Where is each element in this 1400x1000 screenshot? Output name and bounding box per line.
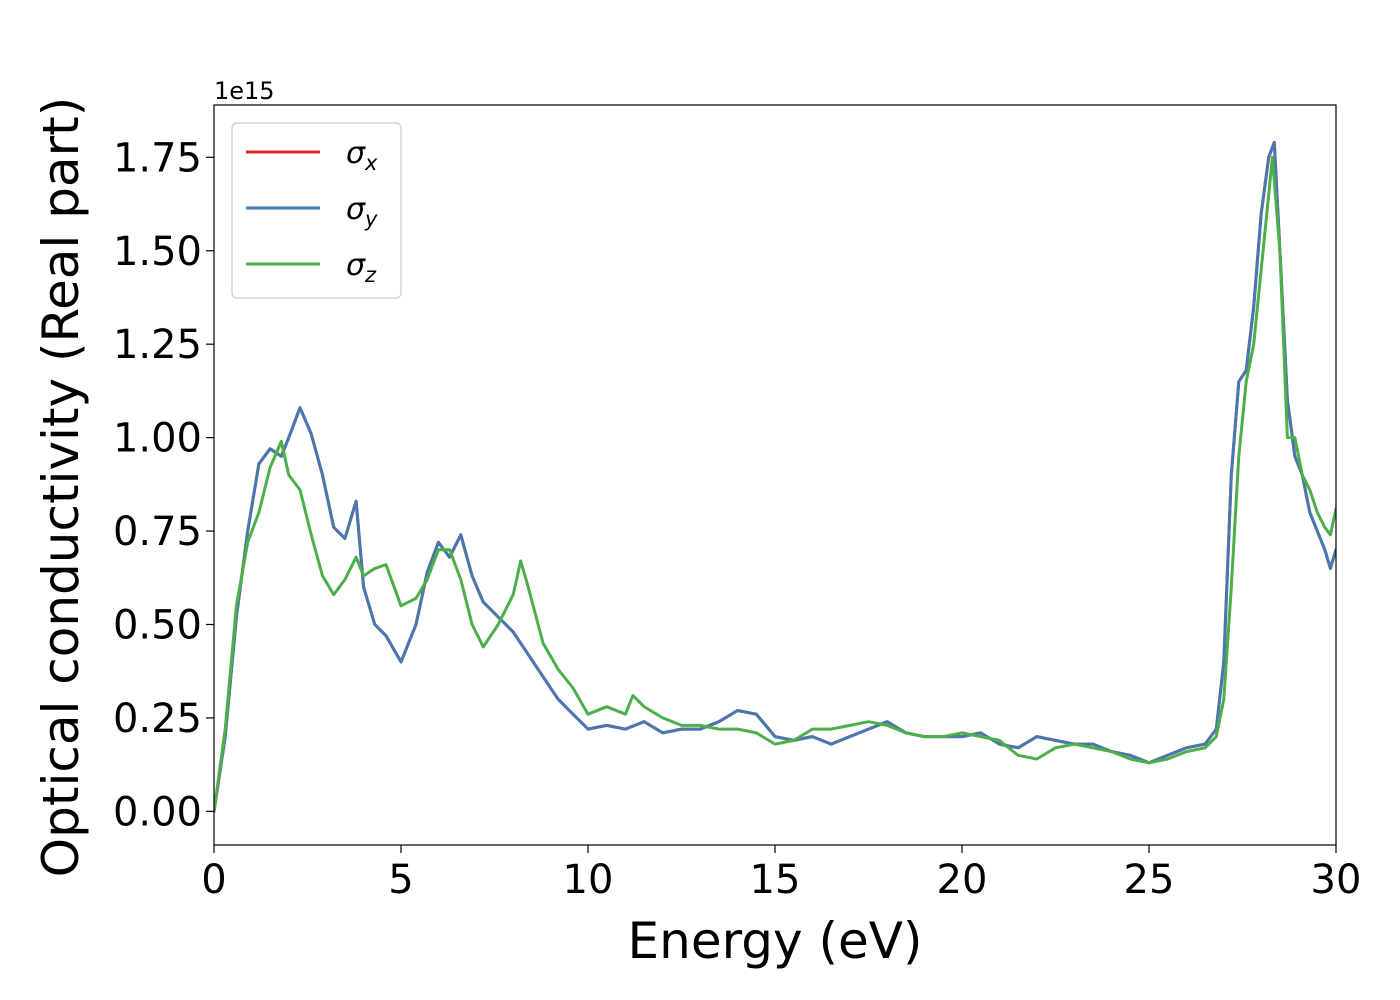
y-offset-label: 1e15 [214,77,275,105]
y-tick-label: 0.50 [113,602,202,648]
y-tick-label: 0.00 [113,789,202,835]
x-tick-label: 5 [388,857,413,903]
x-tick-label: 15 [750,857,801,903]
x-axis-title: Energy (eV) [628,912,923,970]
legend-label-sigma-z: σz [346,248,377,287]
y-axis-ticks: 0.00 0.25 0.50 0.75 1.00 1.25 1.50 1.75 [113,135,214,835]
y-tick-label: 1.25 [113,322,202,368]
x-axis-ticks: 0 5 10 15 20 25 30 [201,845,1361,903]
y-tick-label: 1.50 [113,229,202,275]
legend: σx σy σz [231,122,402,299]
series-line-sigma-z [214,155,1336,813]
y-tick-label: 0.75 [113,509,202,555]
y-tick-label: 0.25 [113,696,202,742]
y-tick-label: 1.75 [113,135,202,181]
x-tick-label: 30 [1311,857,1362,903]
y-tick-label: 1.00 [113,416,202,462]
series-line-sigma-y [214,140,1336,813]
x-tick-label: 10 [563,857,614,903]
x-tick-label: 0 [201,857,226,903]
x-tick-label: 25 [1124,857,1175,903]
x-tick-label: 20 [937,857,988,903]
legend-label-sigma-x: σx [346,136,378,175]
y-axis-title: Optical conductivity (Real part) [32,97,90,878]
series-layer [214,140,1336,813]
legend-label-sigma-y: σy [346,192,378,231]
legend-box [231,122,402,299]
